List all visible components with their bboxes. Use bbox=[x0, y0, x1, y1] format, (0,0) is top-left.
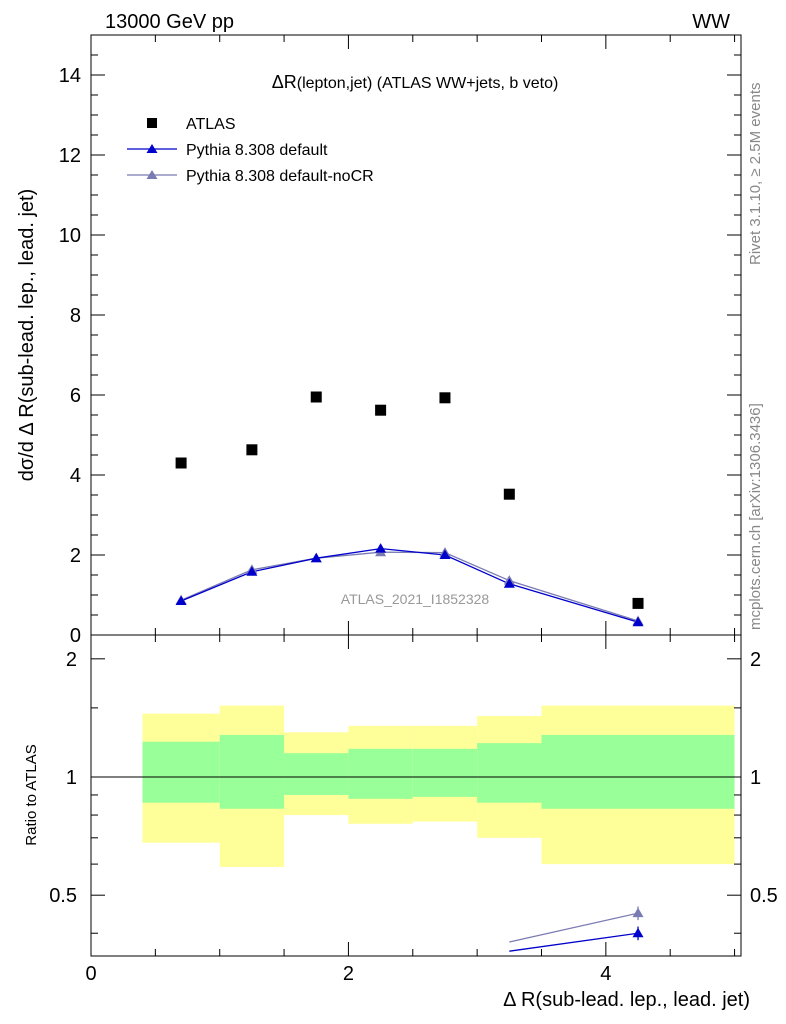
x-tick-label: 4 bbox=[600, 963, 611, 985]
ratio-y-tick-label: 2 bbox=[66, 649, 77, 671]
plot-title: ΔR(lepton,jet) (ATLAS WW+jets, b veto) bbox=[272, 72, 559, 92]
main-y-axis-label: dσ/d Δ R(sub-lead. lep., lead. jet) bbox=[16, 189, 38, 482]
atlas-point bbox=[175, 457, 187, 469]
green-band bbox=[142, 741, 220, 803]
main-panel: 0 2 4 6 8 10 12 14 ATLAS_2021_I1852328 ΔR(lepto… bbox=[16, 34, 742, 647]
legend: ATLAS Pythia 8.308 default Pythia 8.308 … bbox=[127, 116, 374, 185]
x-axis-label: Δ R(sub-lead. lep., lead. jet) bbox=[503, 989, 750, 1011]
ratio-noCR-point bbox=[632, 907, 644, 918]
ratio-y-tick-label-right: 1 bbox=[750, 767, 761, 789]
y-tick-label: 14 bbox=[59, 65, 81, 87]
ratio-axis-ticks: 0.5 0.5 1 1 2 2 0 2 4 bbox=[49, 635, 778, 985]
default-point bbox=[175, 595, 187, 605]
mcplots-label: mcplots.cern.ch [arXiv:1306.3436] bbox=[747, 403, 764, 630]
ratio-y-tick-label-right: 0.5 bbox=[750, 885, 778, 907]
header-right: WW bbox=[692, 11, 730, 33]
green-band bbox=[541, 734, 735, 809]
y-tick-label: 12 bbox=[59, 145, 81, 167]
ratio-y-tick-label: 0.5 bbox=[49, 885, 77, 907]
atlas-point bbox=[503, 488, 515, 500]
ratio-y-tick-label: 1 bbox=[66, 767, 77, 789]
atlas-point bbox=[246, 444, 258, 456]
legend-label-nocr: Pythia 8.308 default-noCR bbox=[186, 168, 374, 185]
default-point bbox=[375, 543, 387, 553]
default-point bbox=[439, 549, 451, 559]
ratio-noCR-line bbox=[509, 912, 639, 943]
header-left: 13000 GeV pp bbox=[105, 11, 234, 33]
main-series bbox=[175, 391, 644, 627]
green-band bbox=[219, 734, 285, 809]
ratio-default-point bbox=[632, 927, 644, 938]
x-tick-label: 2 bbox=[343, 963, 354, 985]
ratio-default-line bbox=[509, 932, 639, 952]
green-band bbox=[284, 753, 349, 795]
ratio-y-tick-label-right: 2 bbox=[750, 649, 761, 671]
y-tick-label: 2 bbox=[70, 545, 81, 567]
default-line bbox=[180, 547, 639, 623]
x-tick-label: 0 bbox=[85, 963, 96, 985]
green-band bbox=[477, 743, 542, 803]
atlas-point bbox=[310, 391, 322, 403]
green-band bbox=[412, 748, 478, 797]
rivet-label: Rivet 3.1.10, ≥ 2.5M events bbox=[747, 83, 764, 266]
legend-marker-nocr bbox=[146, 170, 158, 179]
default-point bbox=[310, 552, 322, 563]
y-tick-label: 0 bbox=[70, 625, 81, 647]
atlas-point bbox=[632, 597, 644, 609]
noCR-line bbox=[180, 551, 639, 622]
legend-marker-atlas bbox=[147, 118, 157, 128]
green-band bbox=[348, 748, 413, 799]
default-point bbox=[632, 616, 644, 627]
legend-label-atlas: ATLAS bbox=[186, 116, 236, 133]
legend-marker-default bbox=[146, 144, 158, 153]
ratio-y-axis-label: Ratio to ATLAS bbox=[23, 744, 40, 845]
y-tick-label: 6 bbox=[70, 385, 81, 407]
ratio-frame bbox=[90, 634, 742, 957]
main-axis-ticks: 0 2 4 6 8 10 12 14 bbox=[59, 34, 741, 647]
ratio-panel: 0.5 0.5 1 1 2 2 0 2 4 Ratio to ATLAS Δ R(sub-lea… bbox=[23, 634, 778, 1011]
analysis-watermark: ATLAS_2021_I1852328 bbox=[341, 591, 490, 607]
default-point bbox=[503, 578, 515, 588]
legend-label-default: Pythia 8.308 default bbox=[186, 142, 328, 159]
uncertainty-bands bbox=[142, 705, 735, 867]
atlas-point bbox=[439, 392, 451, 404]
y-tick-label: 8 bbox=[70, 305, 81, 327]
y-tick-label: 10 bbox=[59, 225, 81, 247]
y-tick-label: 4 bbox=[70, 465, 81, 487]
default-point bbox=[246, 566, 258, 576]
atlas-point bbox=[375, 404, 387, 416]
ratio-series bbox=[509, 906, 644, 952]
